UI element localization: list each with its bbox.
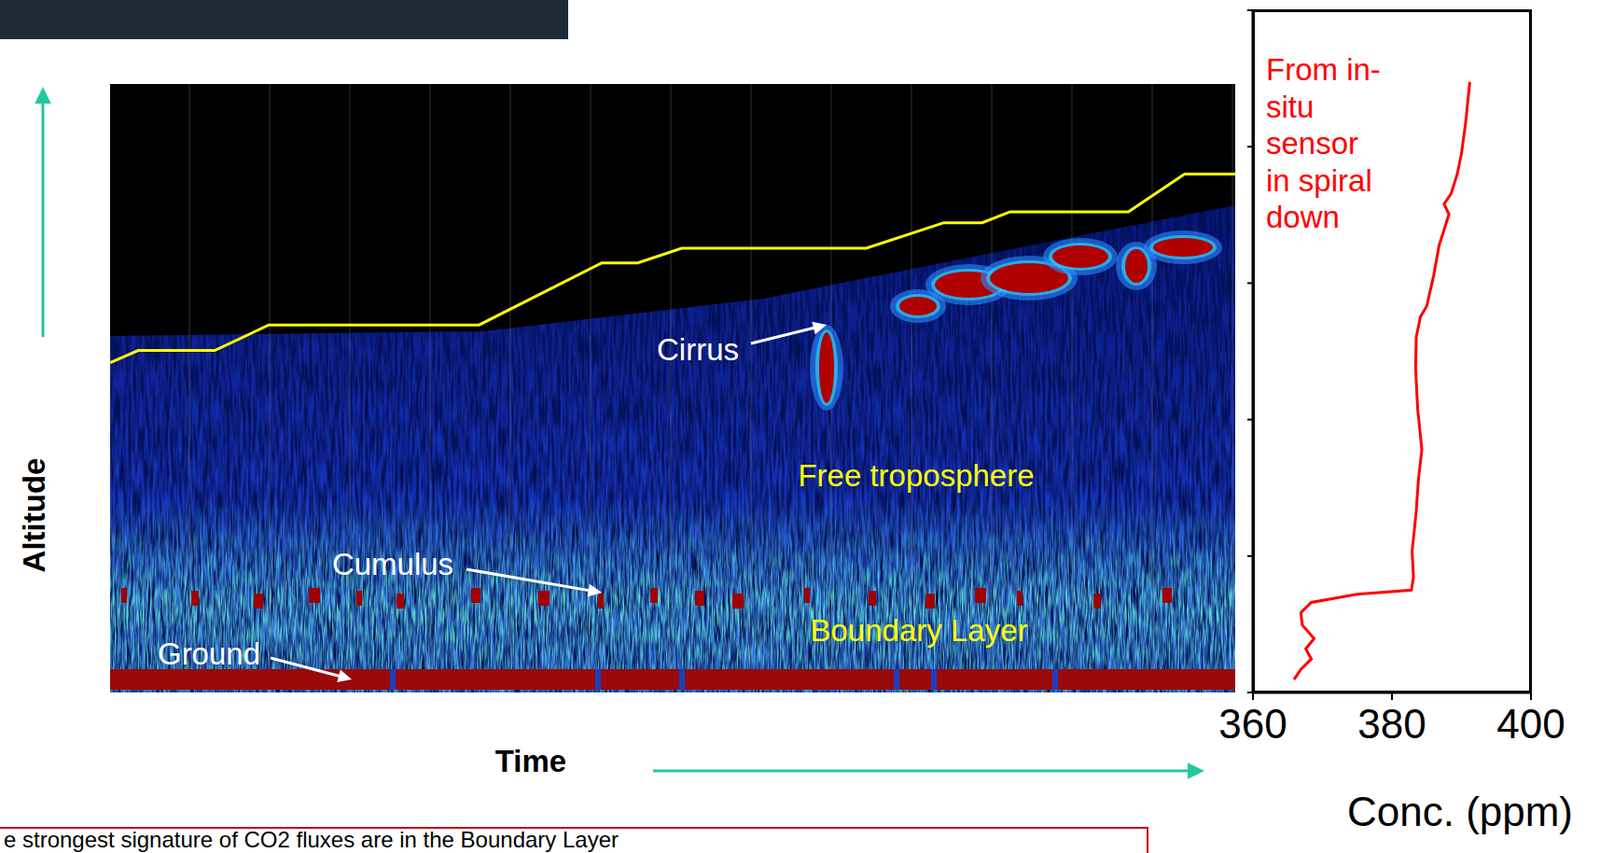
html-text:Cumulus: Cumulus	[332, 546, 454, 581]
html-text:Free troposphere: Free troposphere	[798, 457, 1035, 493]
html-text:Altitude: Altitude	[16, 457, 51, 573]
svg-text:360: 360	[1218, 700, 1287, 747]
html-text:e strongest signature of CO2 f: e strongest signature of CO2 fluxes are …	[3, 826, 619, 852]
svg-text:380: 380	[1357, 700, 1426, 747]
html-text:Conc. (ppm): Conc. (ppm)	[1347, 788, 1573, 835]
svg-text:400: 400	[1496, 700, 1565, 747]
html-text:Time: Time	[495, 743, 567, 778]
html-text:Cirrus: Cirrus	[656, 331, 739, 367]
html-text:From in-situ sensor in spiral: From in-situ sensor in spiral down	[1266, 52, 1381, 235]
html-text:Ground: Ground	[157, 635, 261, 671]
html-text:Boundary Layer: Boundary Layer	[810, 612, 1028, 647]
